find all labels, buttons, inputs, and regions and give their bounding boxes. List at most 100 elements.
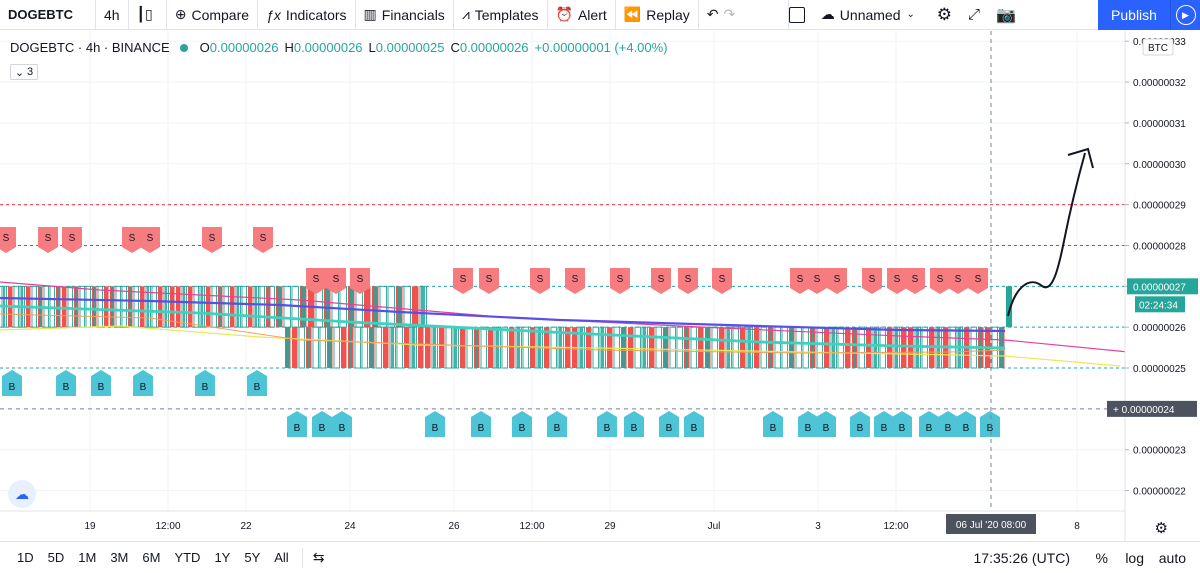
snapshot-button[interactable]: 📷 xyxy=(988,0,1024,30)
buy-label: B xyxy=(98,382,105,393)
sell-flag xyxy=(790,268,810,294)
sell-label: S xyxy=(357,274,364,285)
candle-body xyxy=(454,327,457,369)
fullscreen-select[interactable] xyxy=(788,0,813,30)
candles-icon: ┃▯ xyxy=(136,6,153,22)
range-button-1d[interactable]: 1D xyxy=(17,550,34,565)
candle xyxy=(887,327,893,369)
buy-label: B xyxy=(604,423,611,434)
range-button-all[interactable]: All xyxy=(274,550,289,565)
buy-signal-marker: B xyxy=(850,411,870,437)
compare-button[interactable]: ⊕ Compare xyxy=(167,0,259,30)
sell-signal-marker: S xyxy=(610,268,630,294)
buy-flag xyxy=(2,370,22,396)
buy-label: B xyxy=(9,382,16,393)
range-button-1y[interactable]: 1Y xyxy=(214,550,231,565)
price-axis[interactable]: 0.000000220.000000230.000000240.00000025… xyxy=(1107,31,1200,541)
buy-flag xyxy=(684,411,704,437)
square-checkbox-icon[interactable] xyxy=(788,6,805,23)
indicators-button[interactable]: ƒx Indicators xyxy=(258,0,356,30)
time-tick-label: 24 xyxy=(344,521,356,532)
candle xyxy=(488,327,494,369)
financials-button[interactable]: ▥ Financials xyxy=(356,0,454,30)
buy-flag xyxy=(938,411,958,437)
currency-badge xyxy=(1142,38,1174,56)
alert-button[interactable]: ⏰ Alert xyxy=(548,0,616,30)
log-toggle[interactable]: log xyxy=(1125,549,1144,566)
candle-body xyxy=(622,327,625,369)
fullscreen-button[interactable]: ⤢ xyxy=(960,0,988,30)
candle xyxy=(698,327,704,369)
candle xyxy=(361,326,368,369)
clock[interactable]: 17:35:26 (UTC) xyxy=(973,549,1070,566)
publish-button[interactable]: Publish xyxy=(1098,0,1170,30)
price-chart[interactable]: S S S S S S SS S S S S S S S S S S S S S S S S S S SB B B B B BB B B B B B B… xyxy=(0,31,1200,541)
buy-label: B xyxy=(319,423,326,434)
buy-label: B xyxy=(899,423,906,434)
sell-flag xyxy=(807,268,827,294)
undo-icon[interactable]: ↶ xyxy=(706,6,719,22)
candle-body xyxy=(895,327,898,369)
range-button-5d[interactable]: 5D xyxy=(47,550,65,565)
currency-label: BTC xyxy=(1148,43,1168,54)
axis-settings-button[interactable]: ⚙ xyxy=(1155,519,1168,537)
sell-signal-marker: S xyxy=(140,227,160,253)
range-button-ytd[interactable]: YTD xyxy=(174,550,201,565)
candle xyxy=(267,285,275,328)
interval-selector[interactable]: 4h xyxy=(96,0,129,30)
signal-markers: S S S S S S SS S S S S S S S S S S S S S S S S S S SB B B B B BB B B B B B B… xyxy=(0,227,1000,437)
candle-body xyxy=(664,327,667,369)
buy-flag xyxy=(547,411,567,437)
candle-body xyxy=(433,327,436,369)
templates-label: Templates xyxy=(474,6,539,23)
auto-toggle[interactable]: auto xyxy=(1158,549,1186,566)
buy-signal-marker: B xyxy=(763,411,783,437)
replay-button[interactable]: ⏪ Replay xyxy=(616,0,699,30)
templates-button[interactable]: ⩘ Templates xyxy=(454,0,548,30)
time-axis[interactable]: 19 12:00 22 24 26 12:00 29 Jul 3 12:00 8 06 Jul '20… xyxy=(0,510,1125,534)
redo-icon[interactable]: ↷ xyxy=(723,6,736,22)
buy-flag xyxy=(763,411,783,437)
candle xyxy=(259,285,265,328)
buy-label: B xyxy=(691,423,698,434)
indicators-collapse-button[interactable]: ⌄ 3 xyxy=(10,64,38,80)
settings-button[interactable]: ⚙ xyxy=(929,0,960,30)
candle xyxy=(230,286,235,328)
sell-signal-marker: S xyxy=(887,268,907,294)
publish-menu-button[interactable]: ▶ xyxy=(1170,0,1200,30)
date-range-icon[interactable]: ⇆ xyxy=(312,549,325,565)
candle-body xyxy=(219,286,221,328)
range-button-5y[interactable]: 5Y xyxy=(244,550,261,565)
close-label: C xyxy=(450,40,460,55)
open-value: 0.00000026 xyxy=(209,40,279,55)
range-button-3m[interactable]: 3M xyxy=(110,550,129,565)
sell-label: S xyxy=(460,274,467,285)
sell-signal-marker: S xyxy=(62,227,82,253)
tradingview-logo[interactable]: ☁ xyxy=(8,480,36,508)
sell-label: S xyxy=(975,274,982,285)
buy-signal-marker: B xyxy=(874,411,894,437)
price-tick-label: 0.00000028 xyxy=(1133,241,1186,252)
buy-flag xyxy=(659,411,679,437)
bar-type-button[interactable]: ┃▯ xyxy=(129,0,167,30)
drawn-arrow[interactable] xyxy=(1007,147,1094,317)
candle xyxy=(354,326,361,369)
candle-body xyxy=(475,327,478,369)
price-tick-label: 0.00000025 xyxy=(1133,364,1186,375)
layout-name-button[interactable]: ☁ Unnamed ⌄ xyxy=(813,0,929,30)
percent-toggle[interactable]: % xyxy=(1095,549,1108,566)
candle xyxy=(858,326,865,369)
range-button-1m[interactable]: 1M xyxy=(78,550,97,565)
candle xyxy=(690,326,697,369)
buy-flag xyxy=(332,411,352,437)
low-value: 0.00000025 xyxy=(375,40,445,55)
sell-flag xyxy=(453,268,473,294)
collapsed-count: 3 xyxy=(27,66,34,78)
financials-label: Financials xyxy=(381,6,445,23)
candle xyxy=(655,326,662,369)
range-button-6m[interactable]: 6M xyxy=(142,550,161,565)
symbol-search[interactable]: DOGEBTC xyxy=(0,0,96,30)
candle xyxy=(188,286,193,328)
candle xyxy=(711,326,718,369)
candle xyxy=(67,285,73,328)
